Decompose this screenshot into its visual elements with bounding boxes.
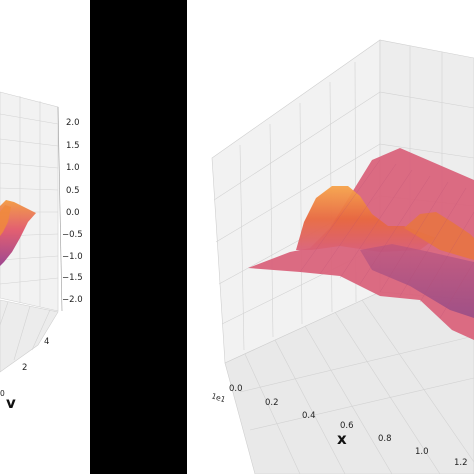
left-surface-ridge [0, 205, 11, 236]
left-z-tick-label: −0.5 [62, 230, 83, 240]
left-v-tick-label: 2 [22, 363, 27, 373]
left-partial-tick: 0 [0, 389, 5, 398]
right-panel: 1e1 0.0 0.2 0.4 0.6 0.8 1.0 1.2 x [210, 39, 474, 474]
right-surface-trough [360, 244, 474, 318]
right-surface-bump [404, 212, 474, 260]
left-z-tick-label: 1.0 [66, 163, 80, 173]
right-x-tick-label: 1.0 [415, 447, 429, 457]
left-v-tick-label: 4 [44, 337, 49, 347]
left-back-pane [0, 91, 59, 312]
left-v-axis-label: v [6, 394, 16, 412]
left-z-tick-label: 0.5 [66, 186, 80, 196]
left-z-tick-label: 2.0 [66, 118, 80, 128]
right-floor-pane [224, 291, 474, 474]
left-floor-grid [0, 301, 51, 361]
right-surface-mesh [299, 159, 474, 319]
right-x-tick-label: 1.2 [454, 458, 468, 468]
right-x-tick-label: 0.8 [378, 434, 392, 444]
left-z-tick-label: −1.0 [62, 252, 83, 262]
separator-bar [90, 0, 187, 474]
left-v-axis: 4 2 0 v [0, 337, 49, 412]
left-panel: 2.0 1.5 1.0 0.5 0.0 −0.5 −1.0 −1.5 −2.0 … [0, 91, 83, 412]
right-x-axis-label: x [337, 430, 347, 448]
right-x-offset: 1e1 [210, 391, 226, 404]
left-pane-grid [0, 96, 59, 307]
right-surface-peak [296, 186, 436, 252]
left-z-tick-label: 1.5 [66, 141, 80, 151]
left-z-axis: 2.0 1.5 1.0 0.5 0.0 −0.5 −1.0 −1.5 −2.0 [57, 106, 83, 312]
right-x-tick-label: 0.0 [229, 384, 243, 394]
left-z-tick-label: −1.5 [62, 273, 83, 283]
right-x-tick-label: 0.2 [265, 398, 279, 408]
left-z-tick-label: 0.0 [66, 208, 80, 218]
left-z-tick-label: −2.0 [62, 295, 83, 305]
right-x-axis: 1e1 0.0 0.2 0.4 0.6 0.8 1.0 1.2 x [210, 384, 467, 468]
left-floor-pane [0, 299, 59, 373]
right-floor-grid [239, 299, 474, 474]
right-x-tick-label: 0.4 [302, 411, 316, 421]
right-x-tick-label: 0.6 [340, 421, 354, 431]
